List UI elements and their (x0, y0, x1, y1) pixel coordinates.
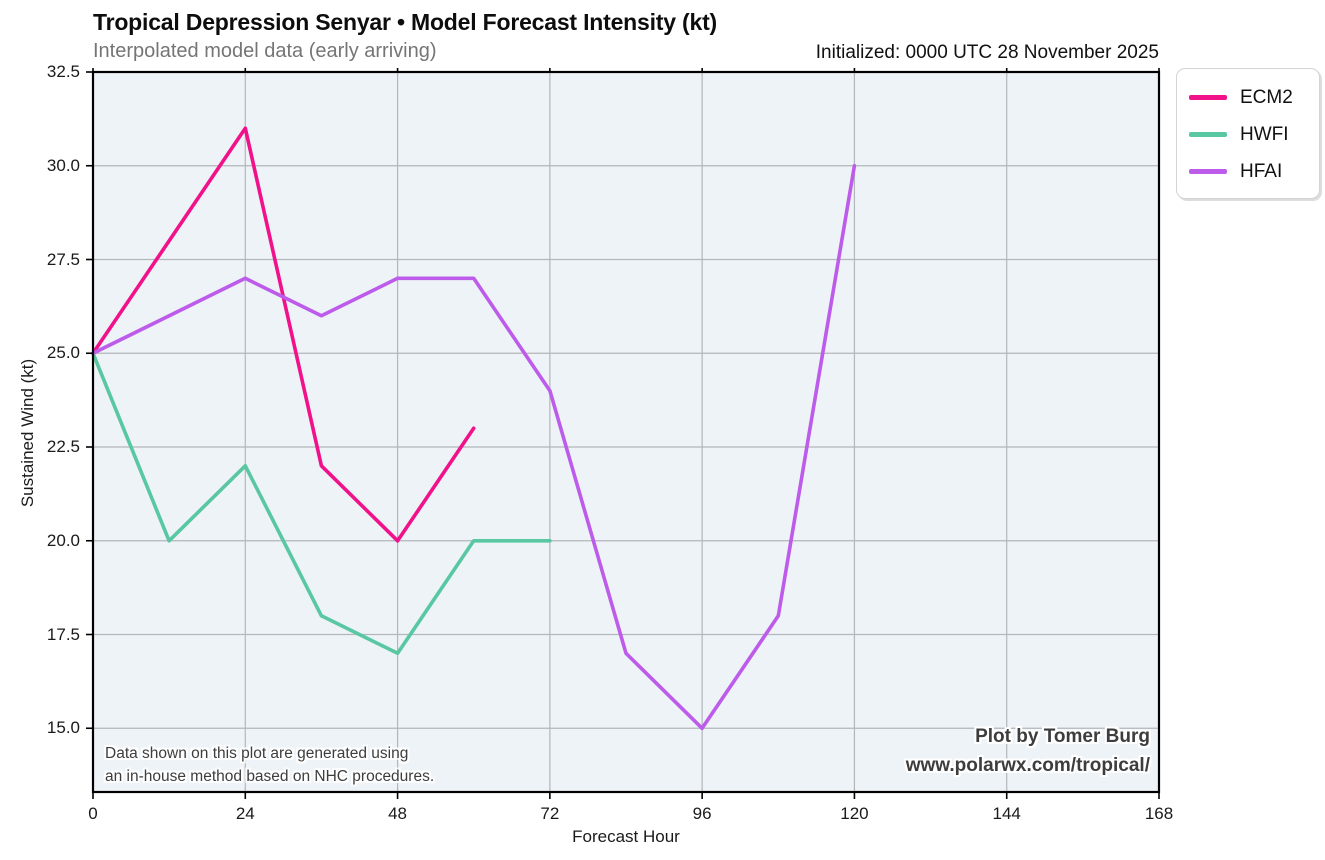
method-annotation-line2: an in-house method based on NHC procedur… (105, 768, 435, 785)
y-axis-label: Sustained Wind (kt) (18, 358, 37, 508)
hwfi-line (91, 351, 552, 656)
x-tick-label: 168 (1144, 804, 1174, 823)
chart-subtitle: Interpolated model data (early arriving) (93, 40, 437, 62)
plot-background (93, 72, 1159, 792)
chart-title: Tropical Depression Senyar • Model Forec… (93, 9, 718, 35)
y-tick-label: 22.5 (46, 437, 80, 456)
credit-url: www.polarwx.com/tropical/ (905, 755, 1150, 776)
x-tick-label: 0 (88, 804, 98, 823)
y-tick-label: 25.0 (46, 343, 80, 363)
x-tick-label: 96 (692, 804, 712, 823)
hwfi-legend-swatch (1189, 132, 1227, 137)
legend: ECM2 HWFI HFAI (1176, 68, 1320, 199)
plot-area (86, 68, 1161, 799)
legend-item-hwfi: HWFI (1189, 116, 1307, 153)
hwfi-legend-label: HWFI (1240, 123, 1289, 145)
y-tick-label: 20.0 (46, 530, 80, 550)
y-tick-label: 30.0 (46, 155, 80, 175)
hfai-line (91, 164, 857, 731)
x-tick-label: 72 (540, 804, 560, 823)
credit: Plot by Tomer Burg www.polarwx.com/tropi… (906, 722, 1150, 780)
x-tick-label: 144 (992, 804, 1021, 823)
intensity-line-chart (86, 68, 1161, 799)
x-tick-label: 120 (840, 804, 869, 823)
plot-frame (91, 70, 1161, 794)
y-tick-label: 15.0 (46, 718, 80, 738)
ecm2-legend-label: ECM2 (1240, 86, 1293, 108)
hfai-legend-label: HFAI (1240, 160, 1283, 182)
init-time-label: Initialized: 0000 UTC 28 November 2025 (815, 42, 1159, 63)
y-tick-label: 17.5 (46, 624, 80, 644)
y-tick-label: 27.5 (46, 249, 80, 269)
hfai-legend-swatch (1189, 169, 1227, 174)
method-annotation-line1: Data shown on this plot are generated us… (105, 745, 409, 762)
x-tick-label: 48 (388, 804, 408, 823)
x-tick-label: 24 (235, 804, 255, 823)
credit-author: Plot by Tomer Burg (975, 726, 1150, 747)
ecm2-legend-swatch (1189, 95, 1227, 100)
x-axis-label: Forecast Hour (572, 827, 680, 846)
legend-item-ecm2: ECM2 (1189, 79, 1307, 116)
y-tick-label: 32.5 (46, 62, 80, 81)
method-annotation: Data shown on this plot are generated us… (105, 742, 434, 788)
ecm2-line (91, 126, 476, 543)
legend-item-hfai: HFAI (1189, 153, 1307, 190)
